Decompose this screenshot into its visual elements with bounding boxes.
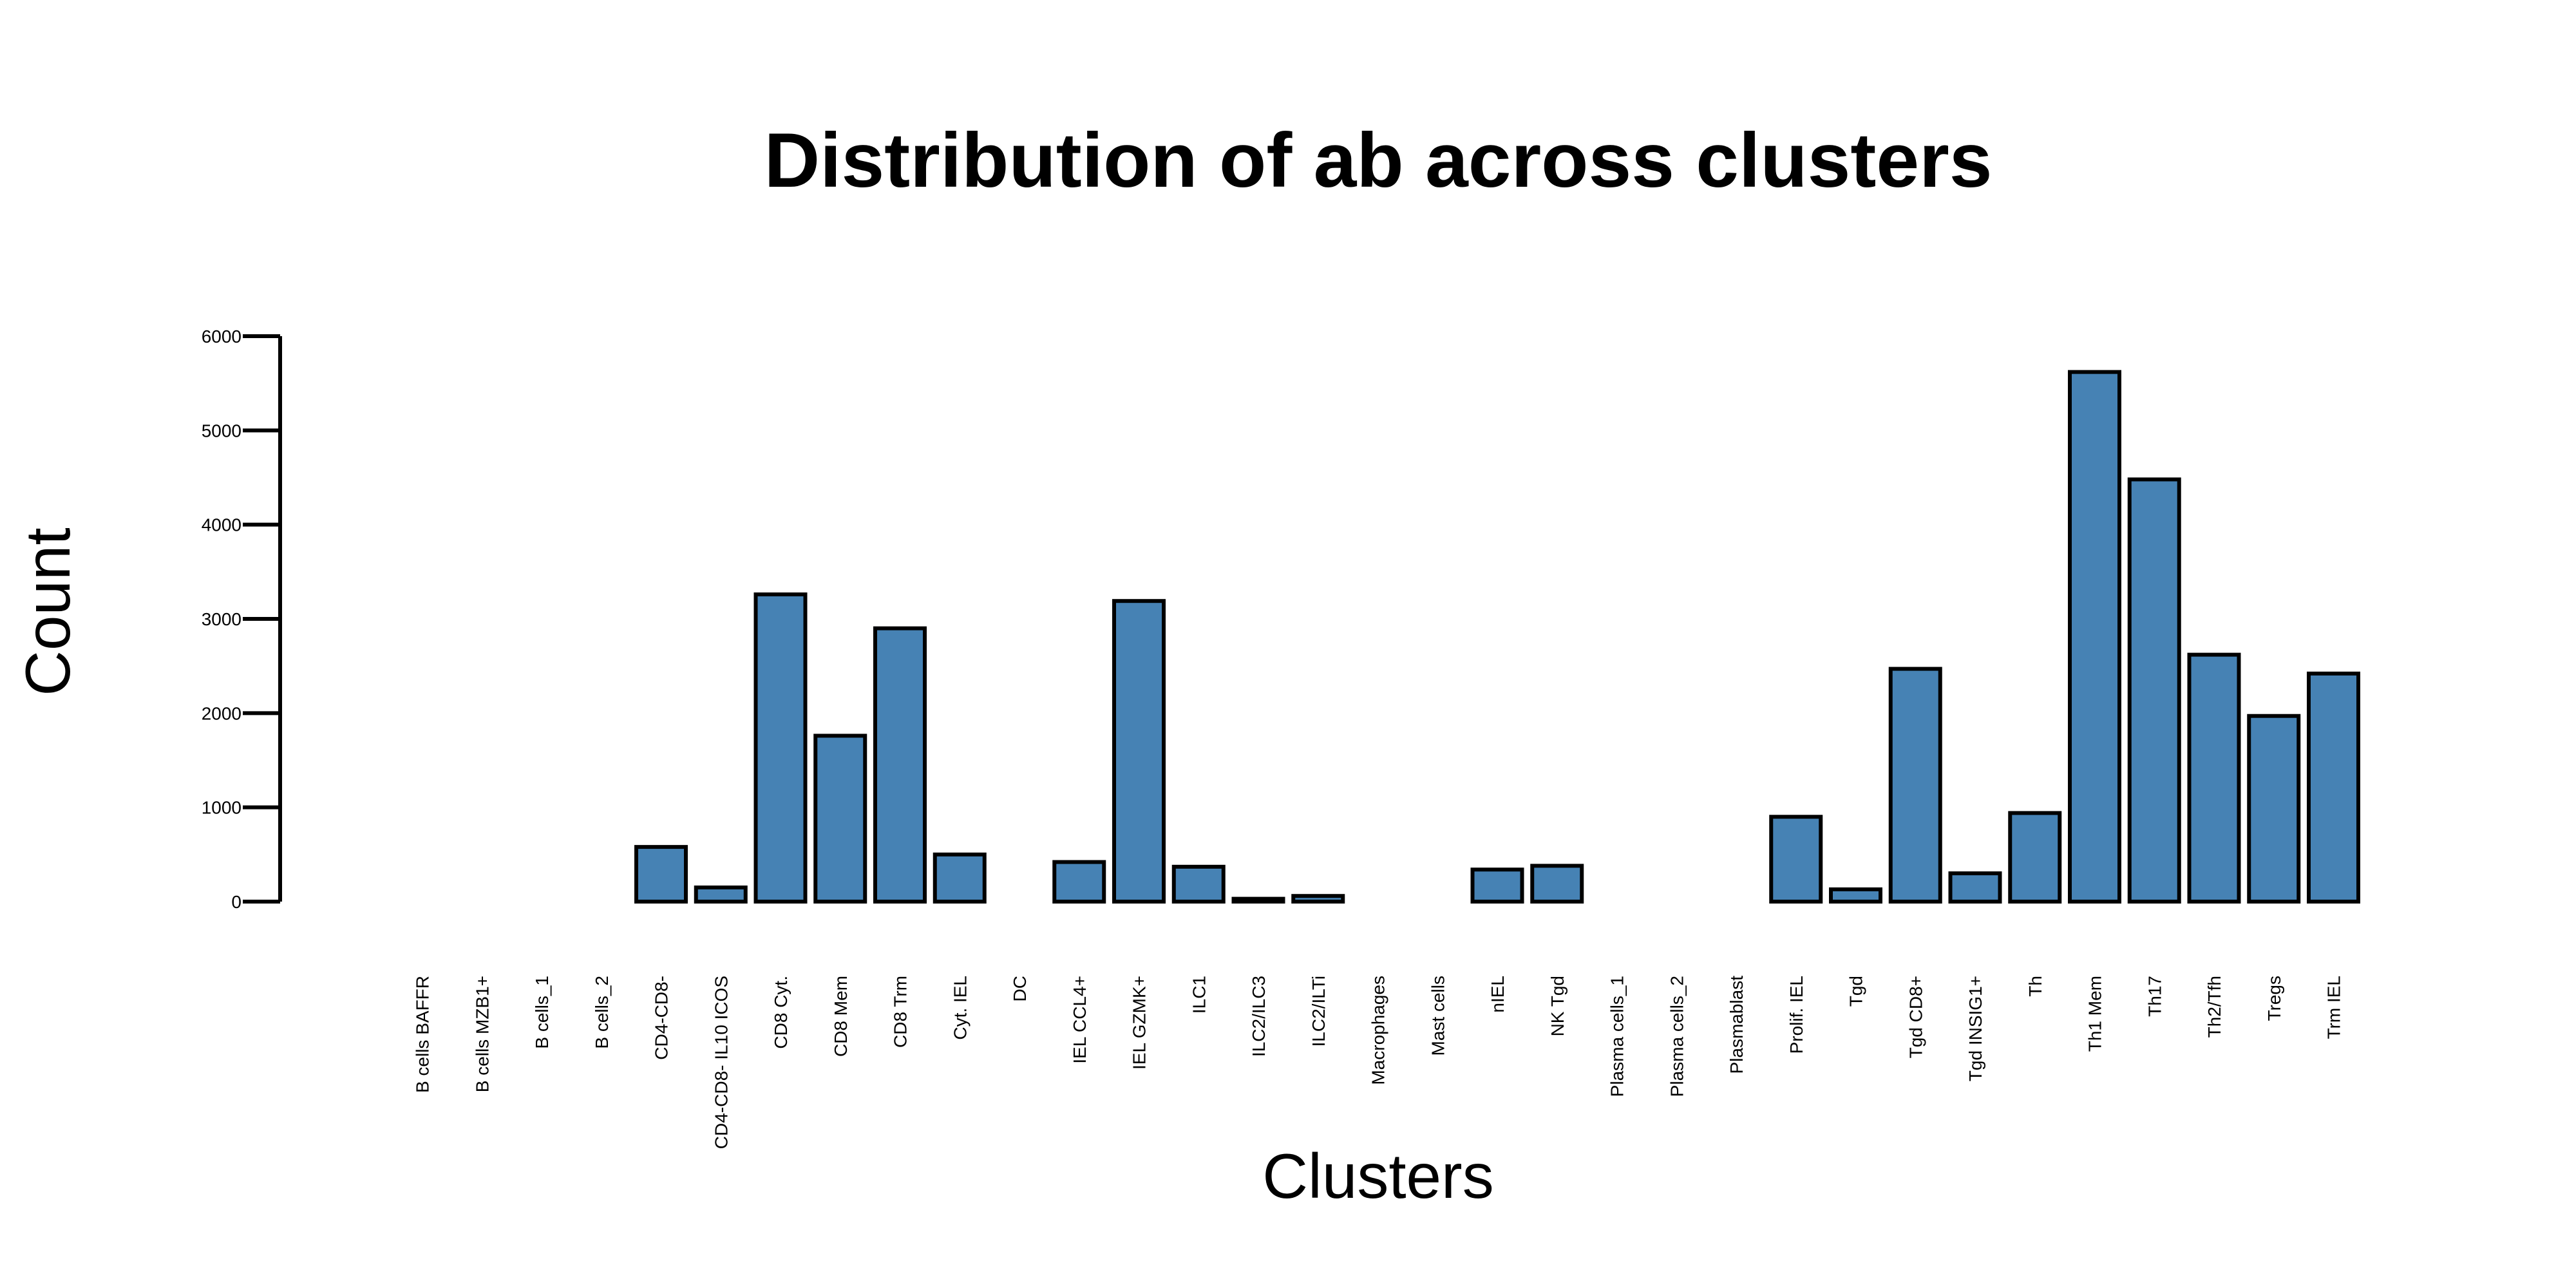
x-tick-labels: B cells BAFFR B cells MZB1+ B cells_1 B cel… (413, 976, 2344, 1149)
x-tick-label: Mast cells (1428, 976, 1448, 1056)
bar (873, 626, 927, 904)
bar (1171, 864, 1226, 904)
x-tick-label: Th17 (2145, 976, 2164, 1017)
x-tick-label: ILC1 (1189, 976, 1209, 1014)
bar (2187, 652, 2241, 904)
x-axis-title: Clusters (1262, 1141, 1493, 1211)
bar (1530, 864, 1584, 904)
bars-group (634, 370, 2360, 904)
x-tick-label: DC (1010, 976, 1030, 1001)
y-tick-label: 4000 (202, 515, 242, 535)
y-tick-label: 5000 (202, 421, 242, 440)
bar (1888, 667, 1942, 904)
x-tick-label: IEL GZMK+ (1130, 976, 1150, 1070)
chart-title: Distribution of ab across clusters (764, 117, 1992, 204)
bar (813, 734, 867, 904)
bar (1470, 867, 1524, 904)
bar (933, 852, 987, 904)
bar (2008, 811, 2062, 904)
y-tick-label: 3000 (202, 609, 242, 629)
x-tick-label: CD8 Trm (891, 976, 911, 1048)
bar (1829, 887, 1882, 904)
x-tick-label: ILC2/ILTi (1309, 976, 1329, 1046)
x-tick-label: B cells BAFFR (413, 976, 433, 1093)
x-tick-label: Plasma cells_1 (1607, 976, 1627, 1097)
x-tick-label: B cells_2 (592, 976, 612, 1049)
x-tick-label: Tgd INSIG1+ (1965, 976, 1985, 1081)
x-tick-label: Trm IEL (2324, 976, 2344, 1039)
x-tick-label: Plasmablast (1727, 976, 1747, 1074)
x-tick-label: ILC2/ILC3 (1249, 976, 1269, 1057)
x-tick-label: CD8 Cyt. (771, 976, 791, 1049)
x-tick-label: B cells_1 (532, 976, 552, 1049)
y-tick-label: 2000 (202, 703, 242, 723)
x-tick-label: CD4-CD8- (652, 976, 672, 1060)
bar (694, 886, 748, 904)
x-tick-label: CD8 Mem (831, 976, 851, 1057)
bar (634, 845, 688, 904)
x-tick-label: Tregs (2264, 976, 2284, 1021)
y-axis-title: Count (12, 527, 83, 696)
bar (2307, 671, 2360, 904)
bar (1231, 896, 1285, 904)
x-tick-label: CD4-CD8- IL10 ICOS (711, 976, 731, 1149)
x-tick-label: Plasma cells_2 (1667, 976, 1687, 1097)
y-tick-label: 6000 (202, 327, 242, 346)
x-tick-label: Prolif. IEL (1786, 976, 1806, 1054)
x-tick-label: Tgd CD8+ (1906, 976, 1926, 1058)
bar (1291, 894, 1345, 904)
bar (2127, 477, 2181, 904)
x-tick-label: Th (2025, 976, 2045, 997)
x-tick-label: B cells MZB1+ (472, 976, 492, 1092)
x-tick-label: NK Tgd (1548, 976, 1567, 1036)
bar (1052, 860, 1106, 904)
bar (1112, 599, 1166, 904)
x-tick-label: IEL CCL4+ (1070, 976, 1090, 1064)
y-tick-label: 1000 (202, 798, 242, 818)
bar (2247, 714, 2301, 904)
x-tick-label: Cyt. IEL (950, 976, 970, 1040)
bar (2068, 370, 2121, 904)
x-tick-label: Macrophages (1368, 976, 1388, 1085)
x-tick-label: Tgd (1846, 976, 1866, 1007)
x-tick-label: Th2/Tfh (2204, 976, 2224, 1037)
bar (753, 592, 808, 904)
x-tick-label: nIEL (1488, 976, 1508, 1013)
bar (1948, 871, 2002, 904)
bar (1769, 815, 1823, 904)
x-tick-label: Th1 Mem (2085, 976, 2105, 1052)
y-axis: 0 1000 2000 3000 4000 5000 6000 (202, 327, 282, 912)
y-tick-label: 0 (231, 892, 242, 912)
